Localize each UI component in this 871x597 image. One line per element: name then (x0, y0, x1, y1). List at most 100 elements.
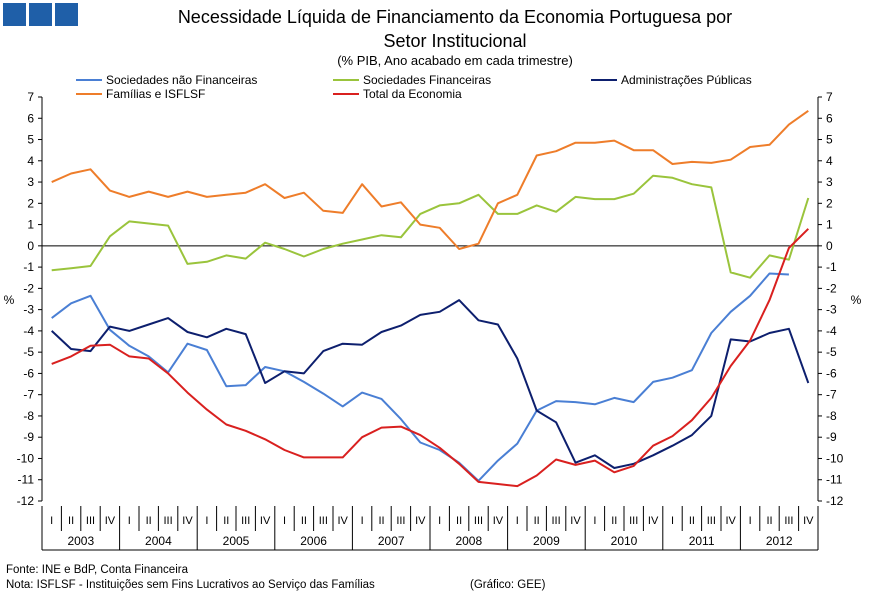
x-quarter-label: I (128, 515, 131, 527)
y-tick-label-right: -4 (826, 324, 837, 338)
y-tick-label-left: 0 (27, 239, 34, 253)
y-tick-label-right: -7 (826, 388, 837, 402)
x-quarter-label: I (593, 515, 596, 527)
x-quarter-label: I (361, 515, 364, 527)
x-quarter-label: III (629, 515, 638, 527)
x-quarter-label: I (438, 515, 441, 527)
x-quarter-label: IV (105, 515, 116, 527)
logo-square (3, 3, 26, 26)
y-tick-label-left: -6 (23, 366, 34, 380)
y-tick-label-right: 7 (826, 90, 833, 104)
y-tick-label-left: 2 (27, 196, 34, 210)
x-quarter-label: III (86, 515, 95, 527)
legend-swatch (76, 79, 102, 81)
chart-title-line2: Setor Institucional (383, 31, 527, 51)
y-tick-label-left: -5 (23, 345, 34, 359)
x-quarter-label: IV (337, 515, 348, 527)
y-tick-label-left: -10 (17, 451, 35, 465)
x-quarter-label: I (50, 515, 53, 527)
y-tick-label-right: 0 (826, 239, 833, 253)
legend-item-administracoes-publicas: Administrações Públicas (591, 73, 752, 87)
y-tick-label-left: -7 (23, 388, 34, 402)
y-tick-label-left: -9 (23, 430, 34, 444)
footer-credit: (Gráfico: GEE) (470, 579, 546, 591)
x-quarter-label: III (241, 515, 250, 527)
x-quarter-label: II (766, 515, 772, 527)
y-tick-label-left: -1 (23, 260, 34, 274)
x-quarter-label: III (319, 515, 328, 527)
legend-label: Total da Economia (363, 87, 462, 101)
y-tick-label-left: 5 (27, 133, 34, 147)
series-line-administracoes-publicas (51, 299, 810, 469)
x-quarter-label: IV (648, 515, 659, 527)
x-year-label: 2003 (67, 534, 94, 548)
gee-logo (3, 3, 78, 26)
x-quarter-label: IV (725, 515, 736, 527)
x-quarter-label: II (456, 515, 462, 527)
footer-note: Nota: ISFLSF - Instituições sem Fins Luc… (6, 579, 375, 591)
legend-label: Sociedades não Financeiras (106, 73, 258, 87)
legend-item-sociedades-financeiras: Sociedades Financeiras (333, 73, 491, 87)
y-tick-label-left: 4 (27, 154, 34, 168)
legend-swatch (76, 93, 102, 95)
legend-swatch (333, 93, 359, 95)
y-tick-label-right: -10 (826, 451, 844, 465)
y-tick-label-right: -8 (826, 409, 837, 423)
x-quarter-label: IV (803, 515, 814, 527)
y-tick-label-left: -12 (17, 494, 35, 508)
y-tick-label-right: 3 (826, 175, 833, 189)
x-year-label: 2005 (223, 534, 250, 548)
x-quarter-label: III (552, 515, 561, 527)
x-year-label: 2006 (300, 534, 327, 548)
y-tick-label-right: -3 (826, 303, 837, 317)
x-quarter-label: II (68, 515, 74, 527)
y-tick-label-right: -12 (826, 494, 844, 508)
chart-subtitle: (% PIB, Ano acabado em cada trimestre) (337, 53, 573, 68)
footer-source: Fonte: INE e BdP, Conta Financeira (6, 564, 188, 576)
legend-swatch (333, 79, 359, 81)
x-year-label: 2009 (533, 534, 560, 548)
x-quarter-label: I (283, 515, 286, 527)
legend-swatch (591, 79, 617, 81)
x-quarter-label: III (474, 515, 483, 527)
x-quarter-label: III (396, 515, 405, 527)
y-tick-label-left: -11 (18, 473, 35, 487)
logo-square (55, 3, 78, 26)
x-quarter-label: II (223, 515, 229, 527)
x-year-label: 2010 (611, 534, 638, 548)
y-tick-label-left: -8 (23, 409, 34, 423)
x-year-label: 2008 (455, 534, 482, 548)
series-line-sociedades-financeiras (51, 174, 810, 279)
y-tick-label-right: 6 (826, 111, 833, 125)
chart-title-line1: Necessidade Líquida de Financiamento da … (177, 7, 733, 27)
y-tick-label-right: -1 (826, 260, 837, 274)
y-tick-label-right: 5 (826, 133, 833, 147)
x-quarter-label: III (784, 515, 793, 527)
x-year-label: 2011 (689, 534, 715, 548)
legend-item-total-economia: Total da Economia (333, 87, 462, 101)
y-tick-label-right: -2 (826, 281, 837, 295)
y-axis-title-left: % (4, 293, 15, 307)
x-quarter-label: I (516, 515, 519, 527)
series-line-total-da-economia (51, 228, 810, 488)
y-tick-label-right: -6 (826, 366, 837, 380)
x-quarter-label: II (689, 515, 695, 527)
x-quarter-label: IV (182, 515, 193, 527)
y-tick-label-left: 6 (27, 111, 34, 125)
x-quarter-label: IV (493, 515, 504, 527)
x-quarter-label: I (205, 515, 208, 527)
x-year-label: 2004 (145, 534, 172, 548)
x-quarter-label: III (164, 515, 173, 527)
x-quarter-label: I (749, 515, 752, 527)
x-quarter-label: II (534, 515, 540, 527)
x-year-label: 2012 (766, 534, 793, 548)
y-tick-label-left: -4 (23, 324, 34, 338)
y-tick-label-left: -3 (23, 303, 34, 317)
y-tick-label-right: 2 (826, 196, 833, 210)
y-tick-label-left: -2 (23, 281, 34, 295)
series-line-sociedades-nao-financeiras (51, 272, 789, 482)
y-tick-label-right: 4 (826, 154, 833, 168)
y-tick-label-left: 3 (27, 175, 34, 189)
y-axis-title-right: % (851, 293, 862, 307)
legend-label: Sociedades Financeiras (363, 73, 492, 87)
